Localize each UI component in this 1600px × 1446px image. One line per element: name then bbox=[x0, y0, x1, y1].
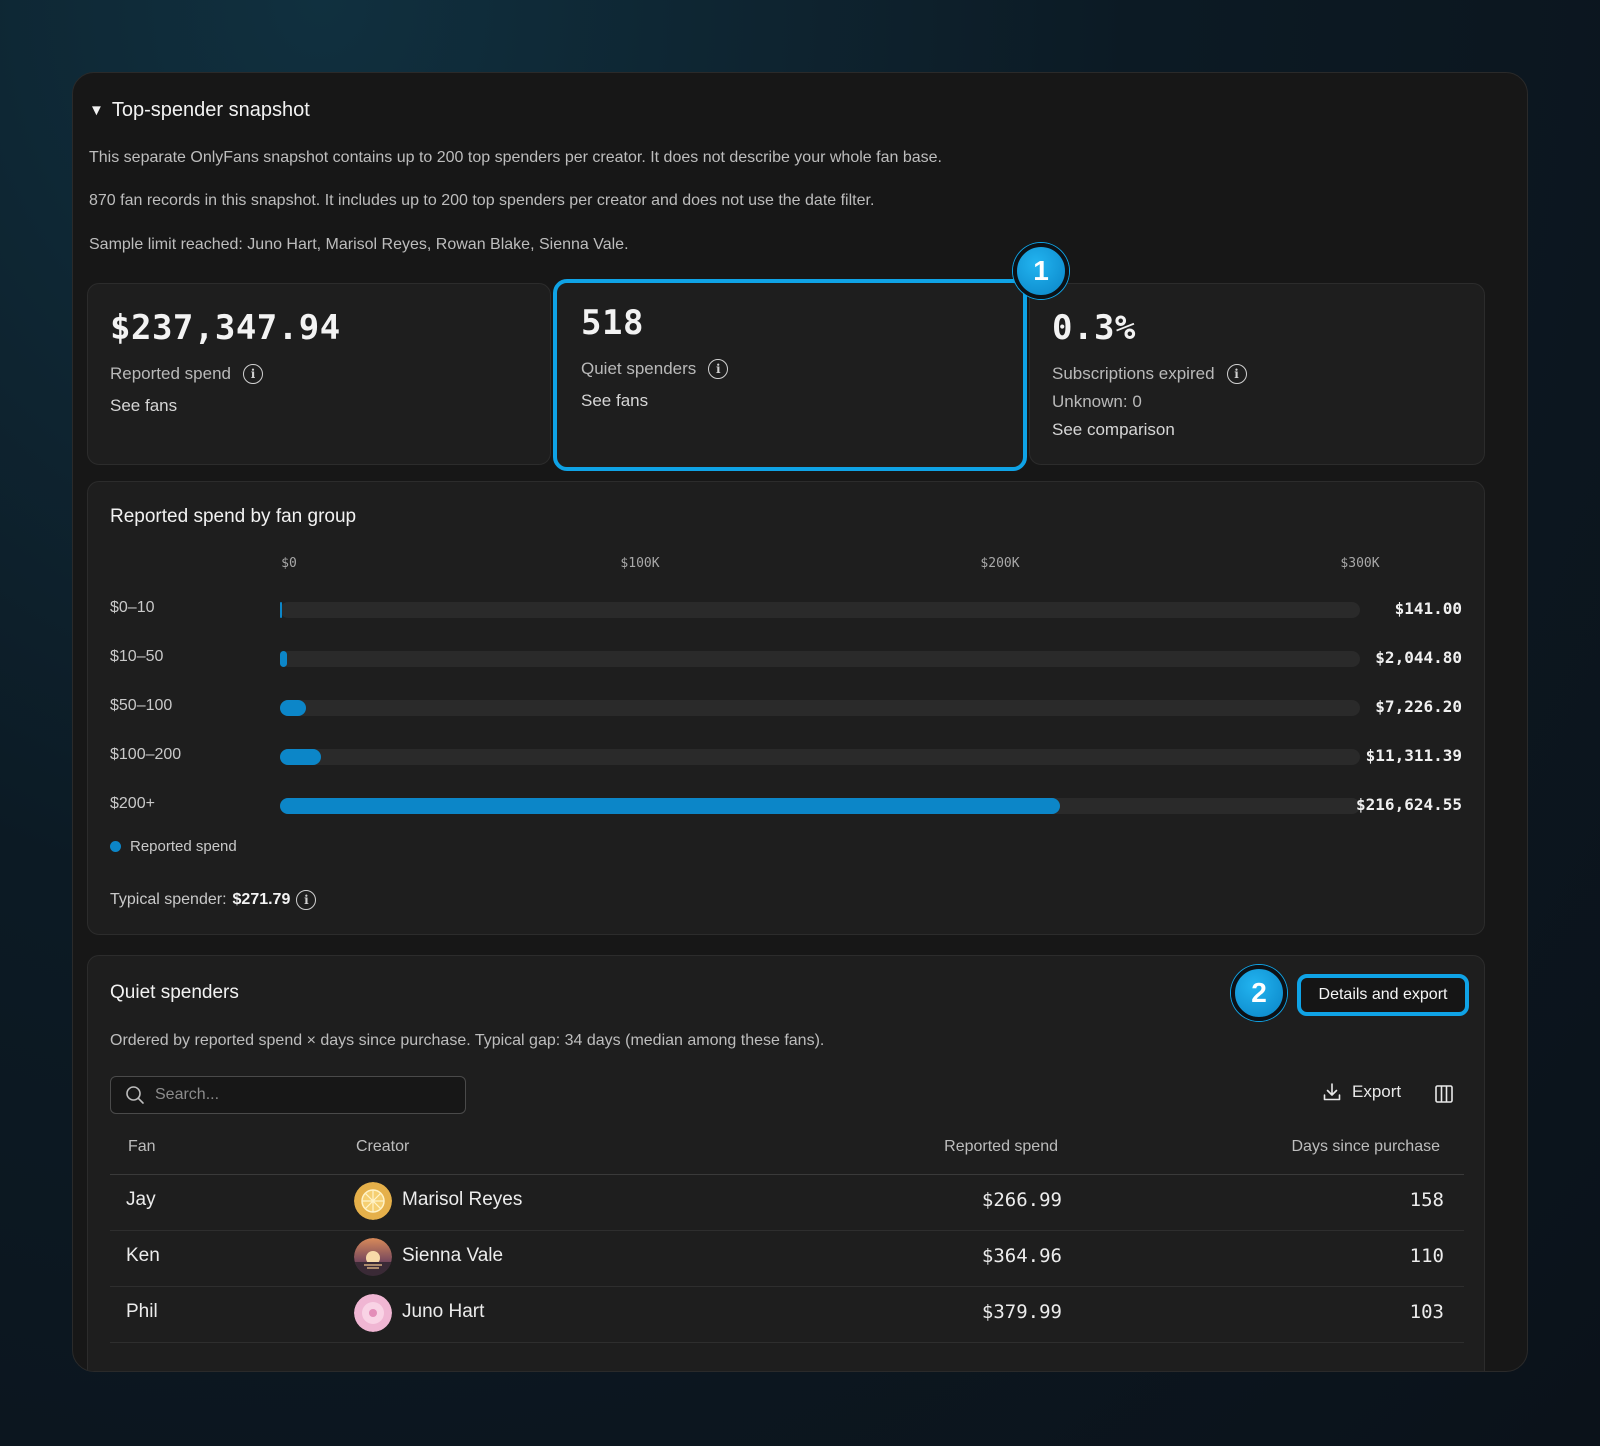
bar-track bbox=[280, 651, 1360, 667]
table-row-fan[interactable]: Phil bbox=[126, 1301, 158, 1322]
search-placeholder: Search... bbox=[155, 1086, 220, 1103]
column-header-reported-spend[interactable]: Reported spend bbox=[944, 1138, 1058, 1155]
quiet-spenders-label: Quiet spenders bbox=[581, 359, 697, 378]
search-input[interactable]: Search... bbox=[110, 1076, 466, 1114]
category-label: $10–50 bbox=[110, 648, 164, 665]
reported-spend-value: $237,347.94 bbox=[110, 308, 341, 348]
bar[interactable] bbox=[280, 651, 288, 667]
quiet-spenders-value: 518 bbox=[581, 303, 644, 343]
creator-avatar bbox=[354, 1238, 392, 1276]
creator-avatar bbox=[354, 1294, 392, 1332]
bar-value-label: $141.00 bbox=[1394, 599, 1462, 618]
quiet-spenders-label-row: Quiet spenders i bbox=[581, 359, 729, 379]
info-icon[interactable]: i bbox=[708, 359, 729, 379]
table-row-spend: $379.99 bbox=[981, 1301, 1062, 1323]
export-label: Export bbox=[1352, 1082, 1402, 1101]
subscriptions-expired-label-row: Subscriptions expired i bbox=[1052, 364, 1247, 384]
search-icon bbox=[126, 1086, 144, 1104]
axis-tick-label: $100K bbox=[620, 556, 660, 571]
table-row-spend: $364.96 bbox=[981, 1245, 1062, 1267]
category-label: $0–10 bbox=[110, 599, 155, 616]
typical-spender-label: Typical spender: bbox=[110, 891, 227, 908]
table-row-spend: $266.99 bbox=[981, 1189, 1062, 1211]
table-row-fan[interactable]: Ken bbox=[126, 1245, 160, 1266]
table-row-days: 158 bbox=[1409, 1189, 1444, 1211]
quiet-spenders-title: Quiet spenders bbox=[110, 982, 239, 1003]
typical-spender: Typical spender: $271.79 i bbox=[110, 890, 317, 910]
columns-icon[interactable] bbox=[1434, 1084, 1454, 1104]
quiet-spenders-description: Ordered by reported spend × days since p… bbox=[110, 1032, 825, 1049]
snapshot-summary-toggle[interactable]: ▼ Top-spender snapshot bbox=[89, 99, 310, 122]
category-label: $100–200 bbox=[110, 746, 182, 763]
table-row-creator: Juno Hart bbox=[402, 1301, 485, 1322]
column-header-fan[interactable]: Fan bbox=[128, 1138, 156, 1155]
category-label: $50–100 bbox=[110, 697, 173, 714]
chart-title: Reported spend by fan group bbox=[110, 506, 357, 527]
row-divider bbox=[110, 1286, 1464, 1287]
creator-avatar bbox=[354, 1182, 392, 1220]
see-comparison-link[interactable]: See comparison bbox=[1052, 420, 1175, 439]
row-divider bbox=[110, 1342, 1464, 1343]
top-spender-panel: ▼ Top-spender snapshot This separate Onl… bbox=[72, 72, 1528, 1372]
info-icon[interactable]: i bbox=[296, 890, 317, 910]
bar-value-label: $7,226.20 bbox=[1375, 697, 1462, 716]
row-divider bbox=[110, 1230, 1464, 1231]
quiet-spenders-card[interactable]: 518 Quiet spenders i See fans bbox=[553, 279, 1027, 471]
table-header-divider bbox=[110, 1174, 1464, 1175]
column-header-creator[interactable]: Creator bbox=[356, 1138, 410, 1155]
table-row-fan[interactable]: Jay bbox=[126, 1189, 156, 1210]
info-icon[interactable]: i bbox=[242, 364, 263, 384]
axis-tick-label: $200K bbox=[980, 556, 1020, 571]
reported-spend-label-row: Reported spend i bbox=[110, 364, 263, 384]
bar-track bbox=[280, 749, 1360, 765]
bar-value-label: $216,624.55 bbox=[1356, 795, 1462, 814]
legend-swatch bbox=[110, 841, 121, 852]
table-row-days: 103 bbox=[1409, 1301, 1444, 1323]
bar[interactable] bbox=[280, 798, 1060, 814]
chart-legend: Reported spend bbox=[110, 838, 237, 855]
snapshot-record-note: 870 fan records in this snapshot. It inc… bbox=[89, 192, 875, 209]
disclosure-triangle-icon: ▼ bbox=[89, 102, 104, 119]
bar[interactable] bbox=[280, 602, 282, 618]
subscriptions-expired-value: 0.3% bbox=[1052, 308, 1136, 348]
export-button[interactable]: Export bbox=[1322, 1082, 1401, 1102]
step-badge-2: 2 bbox=[1231, 965, 1287, 1021]
snapshot-description: This separate OnlyFans snapshot contains… bbox=[89, 149, 942, 166]
bar-value-label: $2,044.80 bbox=[1375, 648, 1462, 667]
see-fans-link[interactable]: See fans bbox=[110, 396, 178, 415]
column-header-days-since-purchase[interactable]: Days since purchase bbox=[1291, 1138, 1440, 1155]
typical-spender-value: $271.79 bbox=[232, 891, 291, 908]
reported-spend-label: Reported spend bbox=[110, 364, 231, 383]
info-icon[interactable]: i bbox=[1226, 364, 1247, 384]
axis-tick-label: $300K bbox=[1340, 556, 1380, 571]
download-icon bbox=[1323, 1083, 1341, 1101]
bar-track bbox=[280, 602, 1360, 618]
table-row-creator: Sienna Vale bbox=[402, 1245, 504, 1266]
unknown-count: Unknown: 0 bbox=[1052, 392, 1142, 411]
table-row-days: 110 bbox=[1409, 1245, 1444, 1267]
reported-spend-card: $237,347.94 Reported spend i See fans bbox=[87, 283, 551, 465]
subscriptions-expired-card: 0.3% Subscriptions expired i Unknown: 0 … bbox=[1029, 283, 1485, 465]
category-label: $200+ bbox=[110, 795, 155, 812]
bar-value-label: $11,311.39 bbox=[1365, 746, 1462, 765]
bar[interactable] bbox=[280, 700, 306, 716]
bar[interactable] bbox=[280, 749, 321, 765]
bar-track bbox=[280, 700, 1360, 716]
spend-by-group-chart: Reported spend by fan group $0 $100K $200K… bbox=[87, 481, 1485, 935]
legend-label: Reported spend bbox=[130, 838, 237, 855]
table-row-creator: Marisol Reyes bbox=[402, 1189, 523, 1210]
sample-limit-note: Sample limit reached: Juno Hart, Marisol… bbox=[89, 236, 629, 253]
quiet-spenders-section: Quiet spenders Details and export Ordere… bbox=[87, 955, 1485, 1371]
see-fans-link[interactable]: See fans bbox=[581, 391, 649, 410]
details-and-export-button[interactable]: Details and export bbox=[1297, 974, 1469, 1016]
subscriptions-expired-label: Subscriptions expired bbox=[1052, 364, 1215, 383]
snapshot-title: Top-spender snapshot bbox=[111, 99, 310, 121]
step-badge-1: 1 bbox=[1013, 243, 1069, 299]
axis-tick-label: $0 bbox=[281, 556, 297, 571]
